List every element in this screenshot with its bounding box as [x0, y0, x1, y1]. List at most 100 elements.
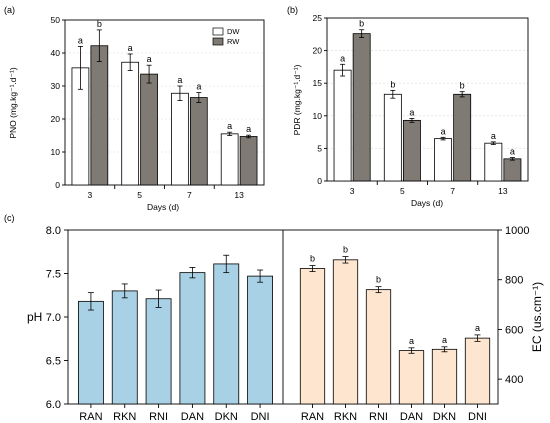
x-tick-label: RAN	[301, 411, 324, 423]
x-tick-label: 7	[450, 186, 455, 196]
y-tick-label: 0	[317, 176, 322, 186]
x-tick-label: 3	[88, 190, 93, 200]
right-y-tick-label: 400	[505, 374, 523, 386]
panel-a-tag: (a)	[4, 5, 15, 15]
bar-dw-7	[434, 138, 453, 182]
bar-ph-RNI	[145, 298, 172, 405]
panel-b-tag: (b)	[287, 5, 298, 15]
bar-dw-3	[333, 69, 352, 182]
bar-ph-DKN	[213, 263, 240, 405]
bar-dw-5	[121, 61, 140, 186]
panel-c-tag: (c)	[4, 213, 15, 223]
left-y-tick-label: 6.0	[46, 399, 61, 411]
panel-a-y-label: PNO (mg.kg⁻¹.d⁻¹)	[8, 67, 18, 138]
bar-rw-13	[239, 136, 258, 186]
bar-ec-DKN	[431, 348, 458, 405]
x-tick-label: DAN	[400, 411, 423, 423]
significance-label: a	[246, 124, 251, 134]
y-tick-label: 20	[51, 114, 61, 124]
y-tick-label: 40	[51, 48, 61, 58]
x-tick-label: RAN	[79, 411, 102, 423]
panel-a-legend: DW RW	[212, 27, 240, 46]
bar-ec-RNI	[365, 289, 392, 405]
significance-label: b	[97, 19, 102, 29]
x-tick-label: 5	[137, 190, 142, 200]
x-tick-label: DNI	[251, 411, 270, 423]
bar-ph-DNI	[247, 275, 274, 405]
bar-ph-DAN	[179, 272, 206, 405]
x-tick-label: DNI	[468, 411, 487, 423]
bar-rw-5	[140, 73, 158, 186]
bar-ph-RKN	[111, 290, 138, 405]
significance-label: a	[147, 54, 152, 64]
bar-dw-7	[171, 92, 189, 186]
x-tick-label: 5	[400, 186, 405, 196]
significance-label: a	[196, 82, 201, 92]
significance-label: b	[310, 254, 315, 264]
significance-label: a	[442, 335, 447, 345]
panel-b-x-label: Days (d)	[411, 198, 443, 208]
bar-ph-RAN	[77, 300, 104, 405]
left-y-tick-label: 6.5	[46, 356, 61, 368]
bar-rw-5	[402, 119, 421, 182]
significance-label: a	[78, 35, 83, 45]
significance-label: a	[475, 323, 480, 333]
y-tick-label: 25	[313, 13, 323, 23]
y-tick-label: 30	[51, 81, 61, 91]
x-tick-label: RKN	[334, 411, 357, 423]
bar-rw-13	[503, 158, 522, 182]
panel-c: (c) b b b a a a 6.0 6.5 7.0 7.5 8.0 400 600 800 1000…	[4, 213, 544, 423]
y-tick-label: 10	[51, 147, 61, 157]
x-tick-label: RKN	[113, 411, 136, 423]
right-y-tick-label: 600	[505, 324, 523, 336]
significance-label: b	[359, 19, 364, 29]
x-tick-label: RNI	[369, 411, 388, 423]
panel-c-right-axis-label: EC (us.cm⁻¹)	[530, 282, 544, 352]
right-y-tick-label: 1000	[505, 225, 529, 237]
x-tick-label: 3	[350, 186, 355, 196]
significance-label: b	[343, 245, 348, 255]
y-tick-label: 15	[313, 78, 323, 88]
right-y-tick-label: 800	[505, 275, 523, 287]
significance-label: b	[460, 81, 465, 91]
bar-ec-RKN	[332, 259, 359, 405]
significance-label: a	[510, 147, 515, 157]
significance-label: b	[390, 79, 395, 89]
significance-label: a	[227, 121, 232, 131]
y-tick-label: 50	[51, 15, 61, 25]
bar-ec-DAN	[398, 350, 425, 405]
bar-rw-7	[189, 97, 208, 186]
x-tick-label: DKN	[215, 411, 238, 423]
x-tick-label: RNI	[149, 411, 168, 423]
legend-rw-label: RW	[227, 37, 240, 46]
bar-dw-13	[220, 133, 239, 186]
bar-rw-7	[453, 93, 472, 182]
significance-label: a	[491, 131, 496, 141]
bar-rw-3	[352, 33, 371, 182]
significance-label: a	[340, 53, 345, 63]
y-tick-label: 0	[55, 180, 60, 190]
significance-label: a	[409, 336, 414, 346]
panel-b: (b) a b b a a b a a 0 5 10 15 20 25 3 5 7 13 Days (d) P…	[287, 5, 529, 208]
significance-label: b	[376, 275, 381, 285]
significance-label: a	[441, 126, 446, 136]
legend-rw-swatch	[212, 37, 224, 46]
panel-c-left-axis-label: pH	[27, 310, 42, 324]
legend-dw-label: DW	[227, 27, 240, 36]
legend-dw-swatch	[212, 27, 224, 36]
x-tick-label: DAN	[181, 411, 204, 423]
left-y-tick-label: 8.0	[46, 225, 61, 237]
y-tick-label: 20	[313, 46, 323, 56]
significance-label: a	[177, 75, 182, 85]
x-tick-label: DKN	[433, 411, 456, 423]
panel-a-x-label: Days (d)	[147, 202, 179, 212]
significance-label: a	[409, 107, 414, 117]
significance-label: a	[128, 43, 133, 53]
x-tick-label: 7	[187, 190, 192, 200]
y-tick-label: 5	[317, 143, 322, 153]
bar-rw-3	[90, 45, 109, 186]
y-tick-label: 10	[313, 111, 323, 121]
x-tick-label: 13	[234, 190, 244, 200]
